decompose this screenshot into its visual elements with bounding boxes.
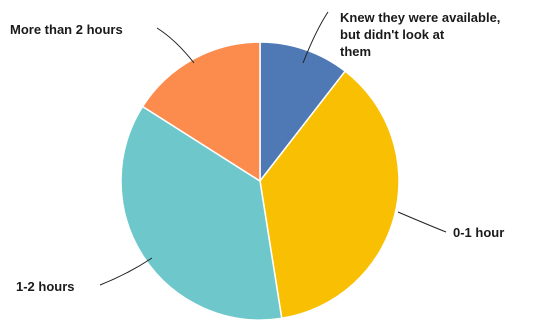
slice-label-0-1-hour: 0-1 hour: [453, 225, 504, 240]
slice-more-than-2-hours: [141, 41, 261, 183]
slice-label-1-2-hours: 1-2 hours: [16, 279, 75, 294]
slice-1-2-hours: [120, 105, 283, 320]
leader-lines: [99, 11, 447, 286]
slice-label-didnt-look: Knew they were available, but didn't loo…: [340, 10, 504, 59]
leader-1-2-hours: [99, 257, 153, 286]
pie-slices: [120, 41, 400, 320]
leader-didnt-look: [302, 11, 329, 64]
slice-didnt-look: [259, 41, 347, 184]
leader-0-1-hour: [397, 211, 447, 233]
slice-0-1-hour: [259, 70, 400, 320]
slice-label-more-than-2-hours: More than 2 hours: [10, 22, 123, 37]
leader-more-than-2-hours: [156, 27, 195, 64]
